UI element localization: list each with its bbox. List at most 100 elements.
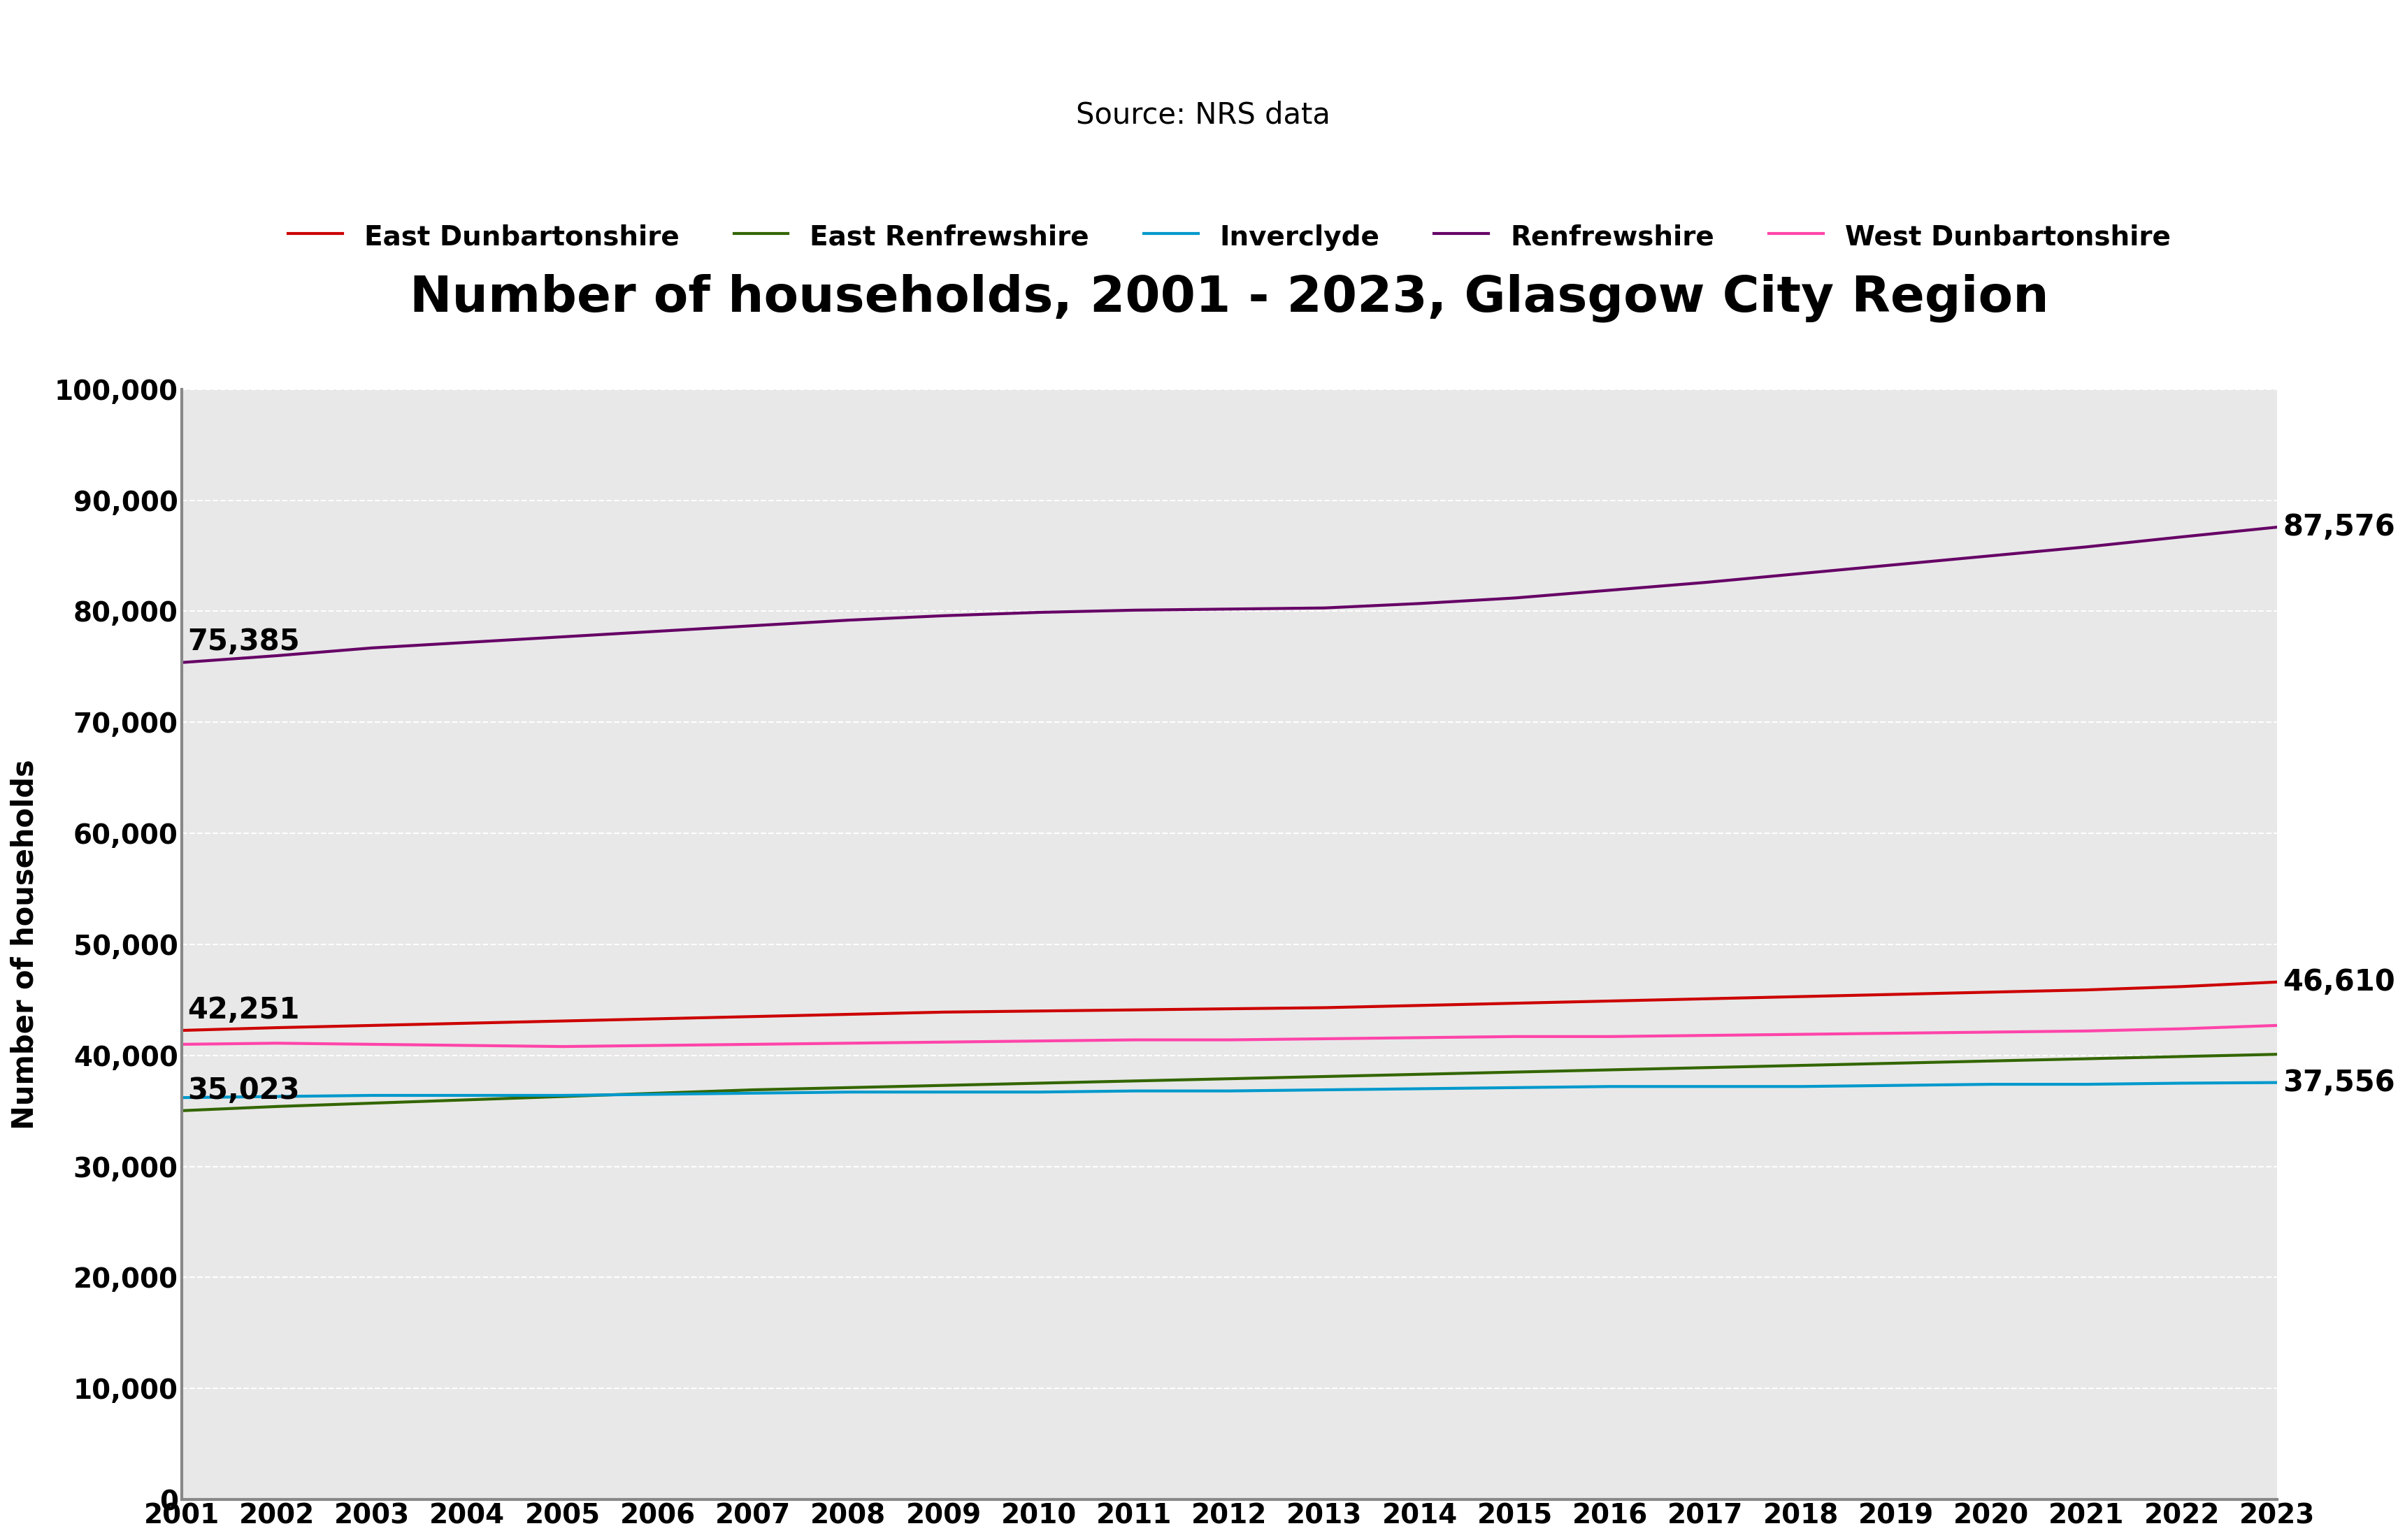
Line: East Renfrewshire: East Renfrewshire (180, 1055, 2278, 1110)
Inverclyde (1311, 1081, 1340, 1100)
East Dunbartonshire (1118, 1001, 1147, 1019)
East Dunbartonshire (1977, 983, 2006, 1001)
East Renfrewshire (166, 1101, 195, 1120)
Renfrewshire (1501, 588, 1530, 607)
Renfrewshire (928, 607, 957, 625)
East Dunbartonshire (1405, 996, 1433, 1015)
Line: East Dunbartonshire: East Dunbartonshire (180, 983, 2278, 1030)
East Dunbartonshire (738, 1007, 767, 1026)
East Renfrewshire (738, 1081, 767, 1100)
East Renfrewshire (1118, 1072, 1147, 1090)
East Renfrewshire (1595, 1061, 1623, 1080)
East Renfrewshire (262, 1098, 291, 1116)
East Renfrewshire (1215, 1069, 1243, 1087)
Renfrewshire (166, 653, 195, 671)
Renfrewshire (642, 622, 671, 641)
West Dunbartonshire (2263, 1016, 2292, 1035)
Line: Inverclyde: Inverclyde (180, 1083, 2278, 1098)
Inverclyde (1787, 1078, 1816, 1096)
Inverclyde (835, 1083, 863, 1101)
Text: 42,251: 42,251 (188, 995, 298, 1024)
West Dunbartonshire (2167, 1019, 2196, 1038)
Inverclyde (642, 1086, 671, 1104)
East Dunbartonshire (262, 1018, 291, 1036)
East Renfrewshire (1501, 1063, 1530, 1081)
West Dunbartonshire (452, 1036, 481, 1055)
East Renfrewshire (1881, 1053, 1910, 1072)
East Renfrewshire (1691, 1058, 1720, 1076)
East Dunbartonshire (358, 1016, 387, 1035)
East Dunbartonshire (2263, 973, 2292, 992)
West Dunbartonshire (1881, 1024, 1910, 1043)
West Dunbartonshire (738, 1035, 767, 1053)
Y-axis label: Number of households: Number of households (10, 759, 41, 1129)
Renfrewshire (1595, 581, 1623, 599)
Inverclyde (1501, 1078, 1530, 1096)
Renfrewshire (1215, 599, 1243, 618)
East Dunbartonshire (1595, 992, 1623, 1010)
Inverclyde (262, 1087, 291, 1106)
West Dunbartonshire (1501, 1027, 1530, 1046)
East Renfrewshire (1025, 1073, 1053, 1092)
East Renfrewshire (1977, 1052, 2006, 1070)
Renfrewshire (1691, 573, 1720, 591)
East Dunbartonshire (1311, 998, 1340, 1016)
West Dunbartonshire (1787, 1026, 1816, 1044)
Renfrewshire (358, 639, 387, 658)
Inverclyde (1691, 1078, 1720, 1096)
East Renfrewshire (1405, 1066, 1433, 1084)
Renfrewshire (738, 616, 767, 634)
West Dunbartonshire (1405, 1029, 1433, 1047)
West Dunbartonshire (1595, 1027, 1623, 1046)
East Dunbartonshire (928, 1003, 957, 1021)
Renfrewshire (1405, 594, 1433, 613)
Inverclyde (738, 1084, 767, 1103)
West Dunbartonshire (835, 1033, 863, 1052)
East Dunbartonshire (1215, 999, 1243, 1018)
Line: Renfrewshire: Renfrewshire (180, 527, 2278, 662)
East Renfrewshire (642, 1084, 671, 1103)
Renfrewshire (2167, 528, 2196, 547)
East Renfrewshire (548, 1087, 577, 1106)
East Dunbartonshire (2167, 978, 2196, 996)
Inverclyde (1977, 1075, 2006, 1093)
Inverclyde (1881, 1076, 1910, 1095)
East Renfrewshire (835, 1078, 863, 1096)
Inverclyde (1118, 1081, 1147, 1100)
Renfrewshire (1977, 547, 2006, 565)
Renfrewshire (835, 611, 863, 630)
West Dunbartonshire (1977, 1023, 2006, 1041)
Inverclyde (2167, 1073, 2196, 1092)
West Dunbartonshire (548, 1038, 577, 1056)
Renfrewshire (1787, 564, 1816, 582)
Text: 35,023: 35,023 (188, 1075, 301, 1104)
Legend: East Dunbartonshire, East Renfrewshire, Inverclyde, Renfrewshire, West Dunbarton: East Dunbartonshire, East Renfrewshire, … (274, 208, 2184, 265)
East Renfrewshire (2167, 1047, 2196, 1066)
East Renfrewshire (1787, 1056, 1816, 1075)
Inverclyde (166, 1089, 195, 1107)
Inverclyde (1025, 1083, 1053, 1101)
Inverclyde (2263, 1073, 2292, 1092)
Renfrewshire (1311, 599, 1340, 618)
East Renfrewshire (1311, 1067, 1340, 1086)
Renfrewshire (1118, 601, 1147, 619)
East Dunbartonshire (2071, 981, 2100, 999)
East Dunbartonshire (835, 1006, 863, 1024)
Inverclyde (928, 1083, 957, 1101)
Renfrewshire (2263, 517, 2292, 536)
Renfrewshire (2071, 537, 2100, 556)
Text: 37,556: 37,556 (2282, 1067, 2395, 1096)
Line: West Dunbartonshire: West Dunbartonshire (180, 1026, 2278, 1047)
Inverclyde (1595, 1078, 1623, 1096)
East Dunbartonshire (1787, 987, 1816, 1006)
East Renfrewshire (2263, 1046, 2292, 1064)
Renfrewshire (548, 628, 577, 647)
Inverclyde (1215, 1081, 1243, 1100)
West Dunbartonshire (642, 1036, 671, 1055)
East Dunbartonshire (166, 1021, 195, 1040)
West Dunbartonshire (2071, 1021, 2100, 1040)
Renfrewshire (1881, 556, 1910, 574)
Inverclyde (1405, 1080, 1433, 1098)
East Dunbartonshire (1881, 986, 1910, 1004)
Inverclyde (2071, 1075, 2100, 1093)
